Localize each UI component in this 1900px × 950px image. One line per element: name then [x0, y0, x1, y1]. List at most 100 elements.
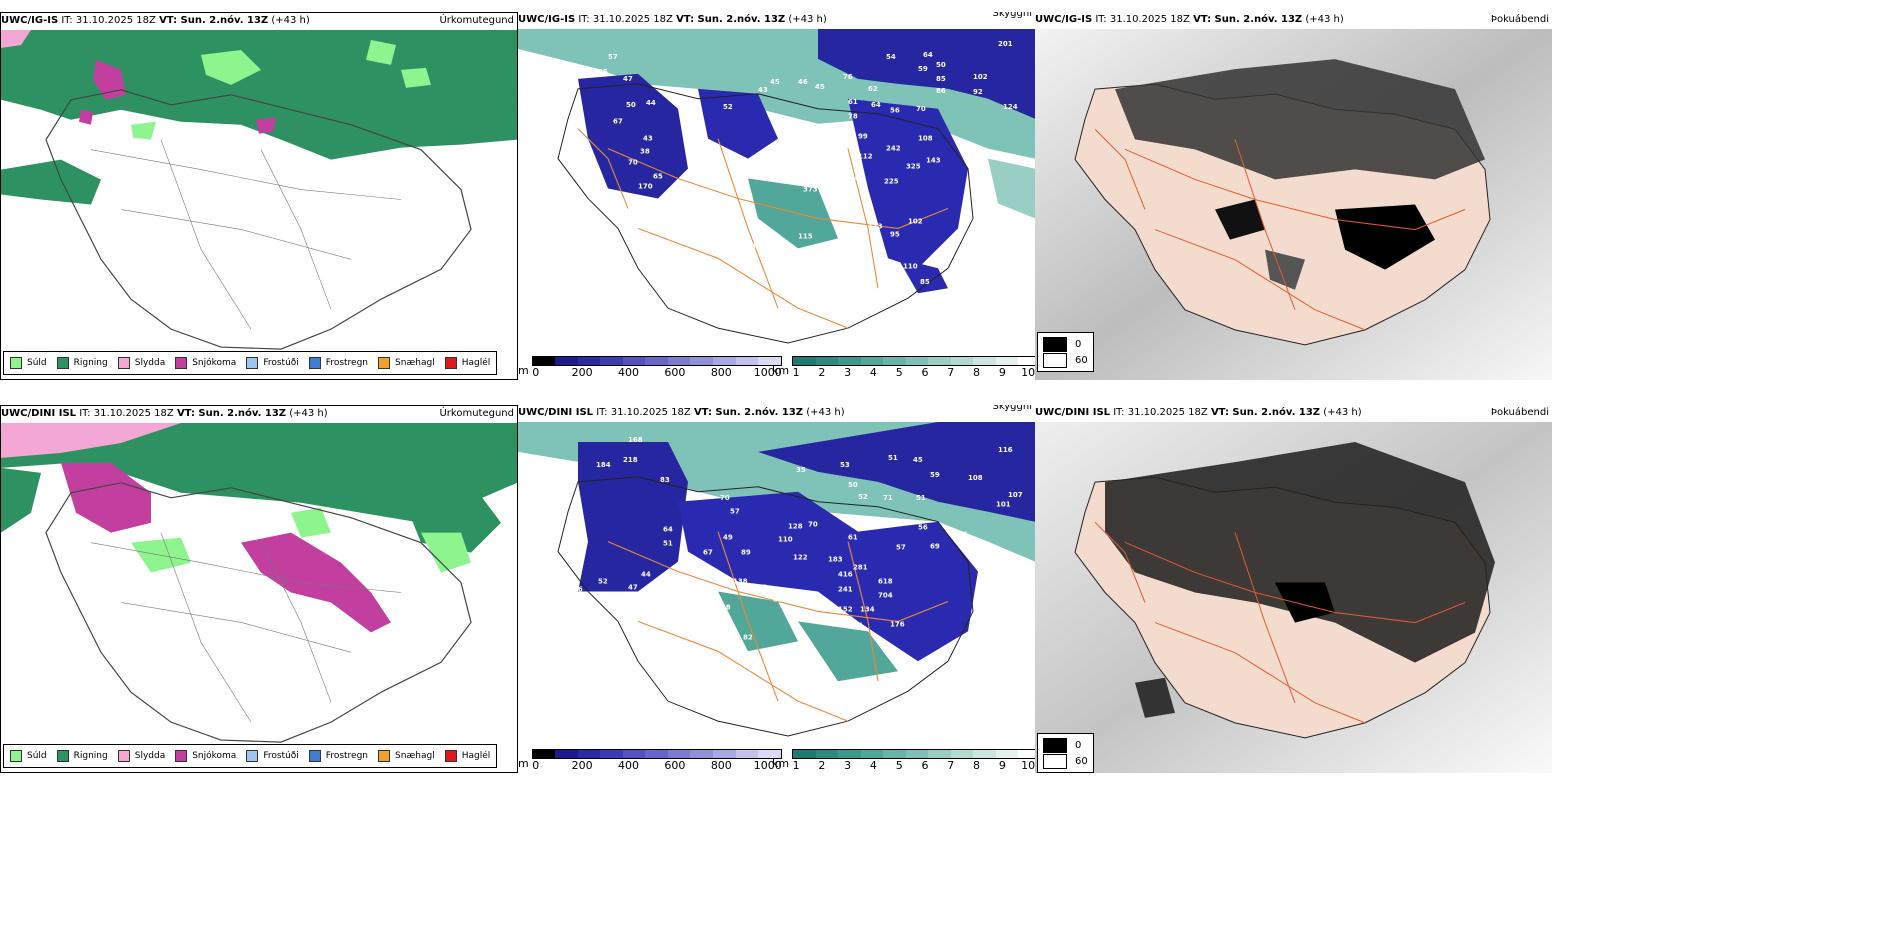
legend-item: Súld	[10, 357, 47, 369]
colorbar-cell	[622, 357, 646, 365]
legend-label: Slydda	[134, 358, 166, 368]
panel-visibility-r2: UWC/DINI ISL IT: 31.10.2025 18Z VT: Sun.…	[518, 405, 1035, 773]
svg-text:61: 61	[848, 534, 858, 542]
svg-text:102: 102	[973, 73, 988, 81]
colorbar-cells	[792, 356, 1035, 366]
colorbar-cell	[793, 750, 816, 758]
svg-text:122: 122	[793, 554, 808, 562]
svg-text:618: 618	[878, 578, 893, 586]
svg-text:225: 225	[884, 178, 899, 186]
panel-title: Skyggni	[992, 12, 1032, 19]
colorbar-tick-label: 3	[844, 759, 852, 772]
svg-text:46: 46	[798, 78, 808, 86]
svg-text:85: 85	[936, 75, 946, 83]
svg-text:59: 59	[930, 471, 940, 479]
svg-text:70: 70	[808, 521, 818, 529]
svg-text:65: 65	[598, 68, 608, 76]
init-label: IT:	[79, 408, 91, 419]
svg-text:76: 76	[843, 73, 853, 81]
colorbar-tick-label: 800	[710, 366, 732, 379]
colorbar-ticks: 0 200 400 600 800 1000	[532, 759, 782, 773]
panel-precip-type-r2: UWC/DINI ISL IT: 31.10.2025 18Z VT: Sun.…	[0, 405, 518, 773]
svg-text:116: 116	[998, 446, 1013, 454]
valid-time: VT: Sun. 2.nóv. 13Z	[176, 408, 287, 419]
svg-text:168: 168	[628, 436, 643, 444]
colorbar-cell	[883, 357, 906, 365]
init-label: IT:	[596, 407, 608, 418]
svg-text:143: 143	[926, 157, 941, 165]
colorbar-cell	[532, 357, 556, 365]
legend-label: Rigning	[73, 751, 108, 761]
fog-high-label: 60	[1075, 354, 1088, 366]
svg-text:45: 45	[815, 83, 825, 91]
colorbar-cells	[792, 749, 1035, 759]
valid-time: VT: Sun. 2.nóv. 13Z	[693, 407, 804, 418]
legend-item: Rigning	[56, 357, 108, 369]
svg-text:99: 99	[858, 133, 868, 141]
colorbar-cell	[838, 750, 861, 758]
legend-swatch	[175, 357, 188, 369]
model-name: UWC/DINI ISL	[518, 407, 594, 418]
svg-text:50: 50	[626, 101, 636, 109]
colorbar-tick-label: 9	[998, 759, 1006, 772]
legend-item: Frostregn	[308, 750, 368, 762]
svg-text:111: 111	[758, 302, 773, 310]
svg-text:134: 134	[860, 605, 875, 613]
svg-text:54: 54	[886, 53, 896, 61]
colorbar-cell	[690, 357, 713, 365]
colorbar-ticks: 0 200 400 600 800 1000	[532, 366, 782, 380]
precip-type-map-image	[1, 423, 517, 772]
model-name: UWC/IG-IS	[1, 15, 59, 26]
panel-title: Úrkomutegund	[439, 408, 514, 419]
colorbar-cell	[995, 357, 1019, 365]
fog-swatch-low	[1043, 737, 1067, 753]
svg-text:704: 704	[878, 591, 893, 599]
svg-text:784: 784	[746, 242, 761, 250]
fog-low-label: 0	[1075, 338, 1082, 350]
colorbar-tick-label: 2	[818, 366, 826, 379]
lead-time: (+43 h)	[1305, 14, 1344, 25]
fog-index-map-image	[1035, 29, 1552, 380]
svg-text:416: 416	[838, 571, 853, 579]
legend-swatch	[117, 750, 130, 762]
svg-text:64: 64	[663, 526, 673, 534]
colorbar-cell	[973, 357, 996, 365]
svg-text:45: 45	[913, 456, 923, 464]
colorbar-cell	[905, 357, 929, 365]
legend-item: Haglél	[444, 357, 490, 369]
colorbar-cell	[1018, 357, 1035, 365]
colorbar-cell	[532, 750, 556, 758]
legend-item: Snjókoma	[175, 357, 236, 369]
lead-time: (+43 h)	[1323, 407, 1362, 418]
panel-fog-r2: UWC/DINI ISL IT: 31.10.2025 18Z VT: Sun.…	[1035, 405, 1552, 773]
model-name: UWC/DINI ISL	[1, 408, 77, 419]
legend-label: Súld	[27, 358, 47, 368]
colorbar-tick-label: 5	[895, 759, 903, 772]
colorbar-cell	[905, 750, 929, 758]
colorbar-cell	[667, 357, 691, 365]
legend-swatch	[378, 750, 391, 762]
legend-label: Súld	[27, 751, 47, 761]
svg-text:102: 102	[908, 217, 923, 225]
svg-text:70: 70	[916, 105, 926, 113]
legend-item: Slydda	[117, 357, 166, 369]
init-time: 31.10.2025 18Z	[592, 14, 673, 25]
colorbar-cell	[815, 750, 839, 758]
svg-text:85: 85	[920, 278, 930, 286]
init-time: 31.10.2025 18Z	[93, 408, 174, 419]
legend-label: Frostúði	[263, 751, 299, 761]
colorbar-tick-label: 7	[947, 759, 955, 772]
legend-swatch	[117, 357, 130, 369]
colorbar-tick-label: 0	[532, 759, 540, 772]
colorbar-cell	[758, 357, 781, 365]
colorbar-cell	[555, 750, 578, 758]
panel-header: UWC/DINI ISL IT: 31.10.2025 18Z VT: Sun.…	[1, 406, 517, 422]
colorbar-unit: m	[518, 364, 529, 377]
svg-text:128: 128	[716, 603, 731, 611]
init-label: IT:	[61, 15, 73, 26]
cloud-base-colorbar: m 0 200 400 600 800 1000	[518, 749, 782, 773]
svg-text:138: 138	[733, 578, 748, 586]
colorbar-tick-label: 200	[571, 759, 593, 772]
fog-swatch-high	[1043, 352, 1067, 368]
svg-text:44: 44	[646, 99, 656, 107]
